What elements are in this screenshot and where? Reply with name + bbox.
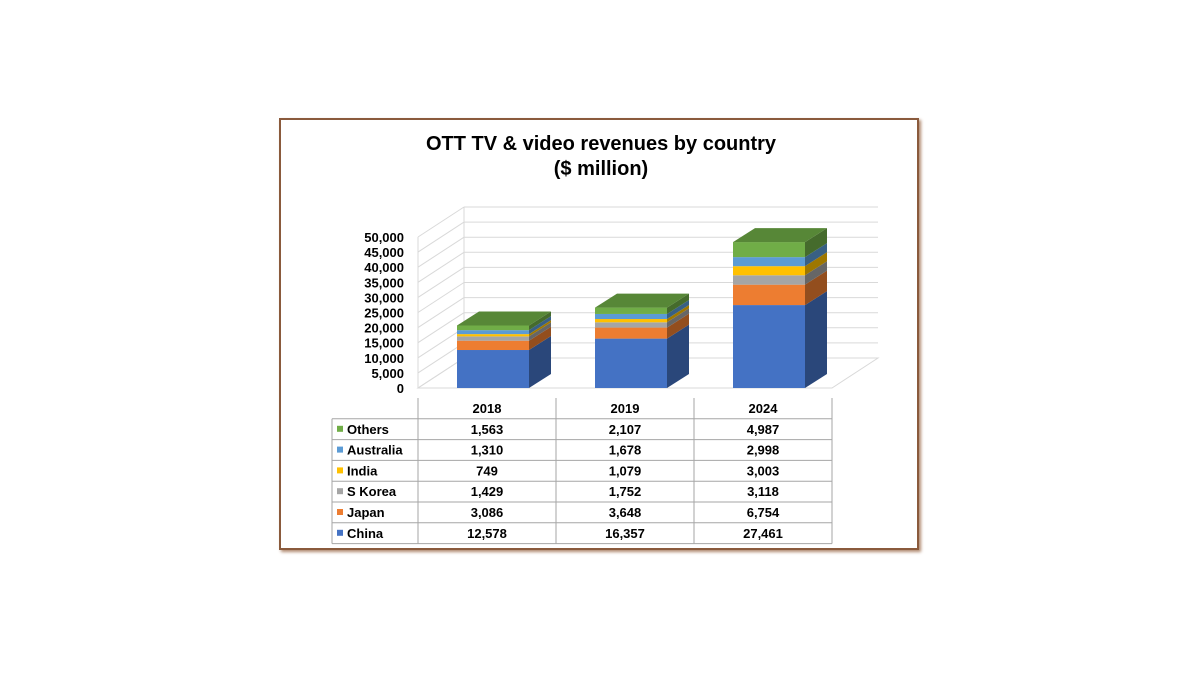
- bar-side-china-2019: [667, 324, 689, 388]
- chart-title: OTT TV & video revenues by country: [425, 133, 777, 155]
- bar-segment-china-2024: [733, 305, 805, 388]
- y-tick-label: 5,000: [371, 366, 404, 381]
- bar-side-india-2024: [805, 252, 827, 276]
- bar-side-s-korea-2018: [529, 322, 551, 341]
- gridline-side: [417, 206, 465, 238]
- bar-side-australia-2024: [805, 243, 827, 267]
- bar-segment-japan-2019: [595, 327, 667, 339]
- legend-label-s-korea: S Korea: [347, 484, 397, 499]
- legend-key-india: [337, 467, 343, 474]
- y-tick-label: 15,000: [364, 336, 404, 351]
- bar-top-2024: [733, 228, 827, 243]
- table-cell: 1,678: [609, 443, 642, 458]
- gridline-side: [417, 221, 465, 253]
- gridline-side: [417, 251, 465, 283]
- legend-label-australia: Australia: [347, 443, 403, 458]
- bar-side-china-2018: [529, 336, 551, 388]
- table-header-2019: 2019: [611, 401, 640, 416]
- gridline-side: [417, 266, 465, 298]
- table-cell: 1,079: [609, 463, 642, 478]
- bar-top-2018: [457, 311, 551, 326]
- bar-segment-australia-2018: [457, 330, 529, 335]
- bar-segment-china-2019: [595, 338, 667, 388]
- table-cell: 1,752: [609, 484, 642, 499]
- bar-side-japan-2019: [667, 313, 689, 339]
- table-cell: 1,429: [471, 484, 504, 499]
- table-cell: 4,987: [747, 422, 780, 437]
- bar-segment-australia-2019: [595, 313, 667, 320]
- table-cell: 1,310: [471, 443, 504, 458]
- legend-key-australia: [337, 446, 343, 453]
- table-header-2024: 2024: [749, 401, 779, 416]
- table-cell: 6,754: [747, 505, 780, 520]
- bar-side-india-2019: [667, 305, 689, 323]
- bar-segment-s-korea-2019: [595, 322, 667, 328]
- bar-side-others-2024: [805, 228, 827, 258]
- y-tick-label: 35,000: [364, 275, 404, 290]
- bar-segment-others-2024: [733, 242, 805, 258]
- legend-label-india: India: [347, 463, 378, 478]
- bar-side-s-korea-2019: [667, 308, 689, 328]
- table-cell: 3,118: [747, 484, 779, 499]
- bar-segment-japan-2024: [733, 284, 805, 306]
- table-cell: 3,648: [609, 505, 642, 520]
- bar-segment-india-2018: [457, 334, 529, 337]
- gridline-side: [417, 327, 465, 359]
- table-header-2018: 2018: [473, 401, 502, 416]
- chart-floor: [416, 357, 880, 389]
- bar-side-japan-2018: [529, 326, 551, 351]
- bar-segment-s-korea-2024: [733, 275, 805, 285]
- table-cell: 12,578: [467, 526, 507, 541]
- bar-segment-india-2024: [733, 266, 805, 276]
- legend-label-japan: Japan: [347, 505, 385, 520]
- legend-key-s-korea: [337, 488, 343, 495]
- table-cell: 2,998: [747, 443, 780, 458]
- y-tick-label: 40,000: [364, 260, 404, 275]
- gridline-side: [417, 282, 465, 313]
- y-tick-label: 30,000: [364, 290, 404, 305]
- y-tick-label: 25,000: [364, 306, 404, 321]
- table-cell: 2,107: [609, 422, 642, 437]
- bar-side-s-korea-2024: [805, 261, 827, 285]
- bar-side-others-2018: [529, 311, 551, 331]
- bar-segment-india-2019: [595, 319, 667, 323]
- chart-subtitle: ($ million): [553, 158, 649, 180]
- chart-frame: OTT TV & video revenues by country ($ mi…: [279, 118, 919, 550]
- chart-title-block: OTT TV & video revenues by country ($ mi…: [281, 132, 921, 182]
- gridline-side: [417, 342, 465, 374]
- table-cell: 3,086: [471, 505, 504, 520]
- bar-segment-s-korea-2018: [457, 336, 529, 341]
- bar-side-japan-2024: [805, 270, 827, 306]
- bar-side-others-2019: [667, 293, 689, 314]
- bar-side-australia-2019: [667, 299, 689, 320]
- legend-key-japan: [337, 509, 343, 515]
- table-cell: 749: [476, 463, 498, 478]
- y-tick-label: 45,000: [364, 245, 404, 260]
- table-cell: 3,003: [747, 463, 780, 478]
- gridline-side: [417, 236, 465, 268]
- legend-label-china: China: [347, 526, 384, 541]
- bar-top-2019: [595, 293, 689, 308]
- gridline-side: [417, 297, 465, 329]
- legend-label-others: Others: [347, 422, 389, 437]
- legend-key-china: [337, 529, 343, 536]
- table-cell: 1,563: [471, 422, 504, 437]
- y-tick-label: 20,000: [364, 321, 404, 336]
- legend-key-others: [337, 425, 343, 432]
- y-tick-label: 10,000: [364, 351, 404, 366]
- bar-segment-japan-2018: [457, 340, 529, 351]
- bar-segment-australia-2024: [733, 257, 805, 267]
- chart-canvas: 05,00010,00015,00020,00025,00030,00035,0…: [331, 206, 880, 545]
- y-tick-label: 0: [397, 381, 404, 396]
- bar-side-china-2024: [805, 291, 827, 388]
- y-tick-label: 50,000: [364, 230, 404, 245]
- bar-side-australia-2018: [529, 316, 551, 335]
- bar-segment-others-2019: [595, 307, 667, 314]
- bar-segment-china-2018: [457, 350, 529, 388]
- gridline-side: [417, 312, 465, 344]
- table-cell: 16,357: [605, 526, 645, 541]
- bar-side-india-2018: [529, 320, 551, 337]
- bar-segment-others-2018: [457, 325, 529, 331]
- table-cell: 27,461: [743, 526, 783, 541]
